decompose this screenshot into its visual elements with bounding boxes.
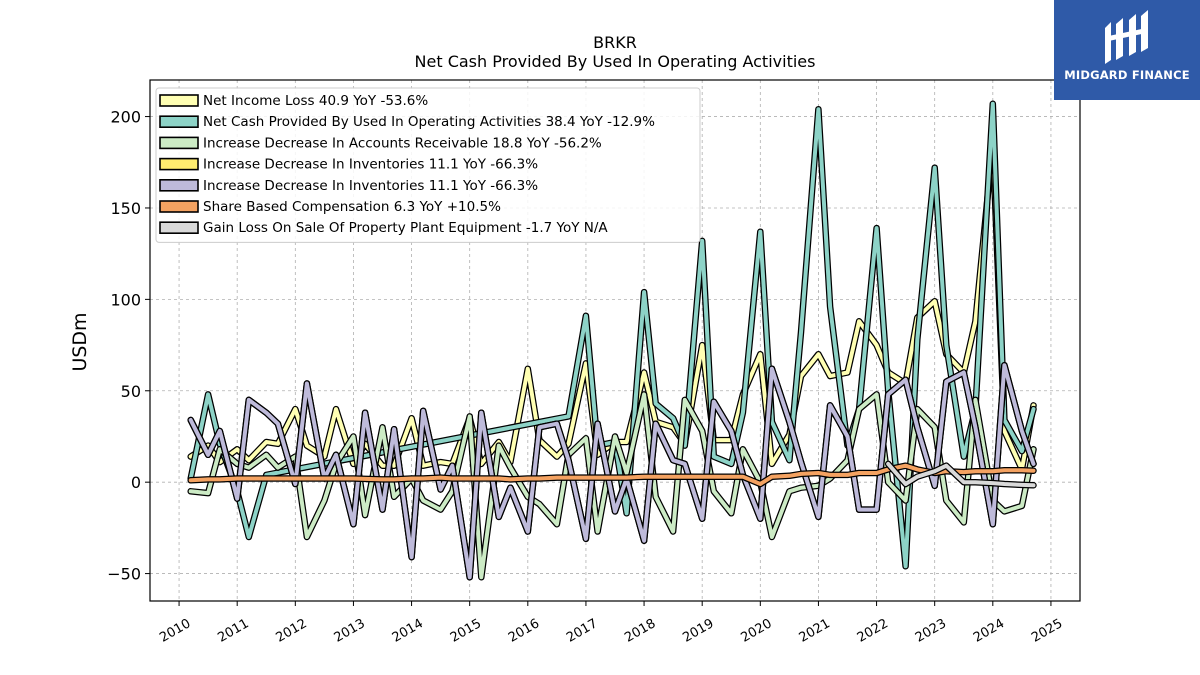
x-axis: 2010 2011 2012 2013 2014 2015 2016 2017 2018 2019… xyxy=(157,601,1065,646)
x-tick-label: 2015 xyxy=(448,616,484,646)
legend-swatch xyxy=(159,136,199,150)
legend-swatch xyxy=(159,200,199,213)
legend-label: Increase Decrease In Inventories 11.1 Yo… xyxy=(203,157,538,173)
legend: Net Income Loss 40.9 YoY -53.6% Net Cash … xyxy=(155,87,701,243)
y-tick-label: 50 xyxy=(121,382,141,401)
x-tick-label: 2023 xyxy=(913,616,949,646)
series-line xyxy=(188,363,1036,580)
x-tick-label: 2013 xyxy=(332,616,368,646)
midgard-logo-mark-icon xyxy=(1105,10,1148,64)
y-tick-label: 0 xyxy=(131,473,141,492)
x-tick-label: 2014 xyxy=(390,616,426,646)
x-tick-label: 2010 xyxy=(157,616,193,646)
legend-box xyxy=(155,87,701,243)
legend-swatch xyxy=(159,221,199,234)
y-tick-label: 100 xyxy=(110,290,141,309)
x-tick-label: 2020 xyxy=(738,616,774,646)
chart-subtitle: Net Cash Provided By Used In Operating A… xyxy=(415,52,816,71)
brand-name: MIDGARD FINANCE xyxy=(1064,68,1190,82)
legend-label: Share Based Compensation 6.3 YoY +10.5% xyxy=(203,199,501,215)
series-line xyxy=(188,101,1036,569)
legend-label: Increase Decrease In Accounts Receivable… xyxy=(203,135,602,151)
legend-swatch xyxy=(159,115,199,128)
y-tick-label: −50 xyxy=(107,565,141,584)
chart-title: BRKR xyxy=(593,33,637,52)
legend-swatch xyxy=(159,94,199,107)
legend-label: Gain Loss On Sale Of Property Plant Equi… xyxy=(203,220,608,236)
x-tick-label: 2025 xyxy=(1029,616,1065,646)
brand-logo: MIDGARD FINANCE xyxy=(1054,0,1200,100)
x-tick-label: 2017 xyxy=(564,616,600,646)
x-tick-label: 2024 xyxy=(971,616,1007,646)
y-axis: −50 0 50 100 150 200 xyxy=(107,108,150,584)
legend-swatch xyxy=(159,179,199,192)
x-tick-label: 2022 xyxy=(855,616,891,646)
legend-label: Net Cash Provided By Used In Operating A… xyxy=(203,114,655,130)
x-tick-label: 2012 xyxy=(273,616,309,646)
plot-frame xyxy=(149,79,1081,602)
legend-label: Net Income Loss 40.9 YoY -53.6% xyxy=(203,93,428,109)
series-layer xyxy=(187,100,1037,581)
x-tick-label: 2018 xyxy=(622,616,658,646)
x-tick-label: 2011 xyxy=(215,616,251,646)
y-tick-label: 200 xyxy=(110,108,141,127)
x-tick-label: 2021 xyxy=(797,616,833,646)
x-tick-label: 2016 xyxy=(506,616,542,646)
y-tick-label: 150 xyxy=(110,199,141,218)
x-tick-label: 2019 xyxy=(680,616,716,646)
legend-swatch xyxy=(159,157,199,171)
series-line xyxy=(886,461,1036,488)
legend-label: Increase Decrease In Inventories 11.1 Yo… xyxy=(203,178,538,194)
y-axis-label: USDm xyxy=(69,312,91,371)
